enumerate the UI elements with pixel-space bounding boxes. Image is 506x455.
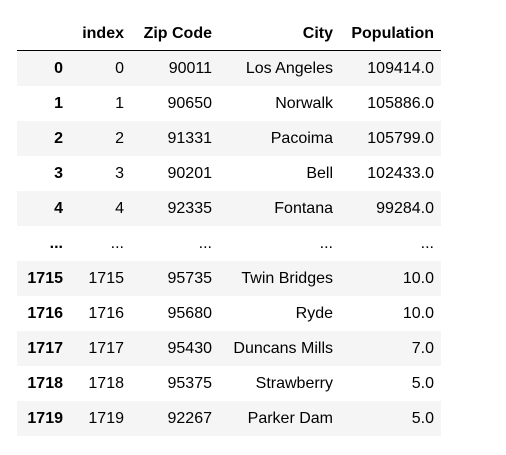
- row-label: 1719: [17, 401, 70, 436]
- dataframe-output: index Zip Code City Population 0 0 90011…: [17, 17, 441, 436]
- header-row-label: [17, 17, 70, 51]
- cell-city: Ryde: [219, 296, 340, 331]
- row-label: 4: [17, 191, 70, 226]
- cell-city: Norwalk: [219, 86, 340, 121]
- cell-population: 99284.0: [340, 191, 441, 226]
- cell-zip-code: 90011: [131, 51, 219, 87]
- cell-index: 4: [70, 191, 131, 226]
- table-row: 1718 1718 95375 Strawberry 5.0: [17, 366, 441, 401]
- cell-index: 1715: [70, 261, 131, 296]
- row-label: 1717: [17, 331, 70, 366]
- row-label: 1718: [17, 366, 70, 401]
- cell-zip-code: 92335: [131, 191, 219, 226]
- header-index: index: [70, 17, 131, 51]
- cell-population: 5.0: [340, 366, 441, 401]
- row-label: 1716: [17, 296, 70, 331]
- cell-index: 1717: [70, 331, 131, 366]
- table-row: 1719 1719 92267 Parker Dam 5.0: [17, 401, 441, 436]
- cell-city: Los Angeles: [219, 51, 340, 87]
- table-row: 0 0 90011 Los Angeles 109414.0: [17, 51, 441, 87]
- row-label: 3: [17, 156, 70, 191]
- cell-city: Pacoima: [219, 121, 340, 156]
- header-zip-code: Zip Code: [131, 17, 219, 51]
- table-row: 2 2 91331 Pacoima 105799.0: [17, 121, 441, 156]
- cell-index: ...: [70, 226, 131, 261]
- cell-index: 0: [70, 51, 131, 87]
- cell-index: 2: [70, 121, 131, 156]
- cell-zip-code: 92267: [131, 401, 219, 436]
- table-header: index Zip Code City Population: [17, 17, 441, 51]
- cell-index: 1716: [70, 296, 131, 331]
- cell-city: Parker Dam: [219, 401, 340, 436]
- cell-zip-code: 95375: [131, 366, 219, 401]
- cell-population: 10.0: [340, 261, 441, 296]
- row-label: 2: [17, 121, 70, 156]
- header-row: index Zip Code City Population: [17, 17, 441, 51]
- cell-population: 109414.0: [340, 51, 441, 87]
- row-label: 1715: [17, 261, 70, 296]
- cell-zip-code: 90201: [131, 156, 219, 191]
- table-row: 1717 1717 95430 Duncans Mills 7.0: [17, 331, 441, 366]
- cell-population: 102433.0: [340, 156, 441, 191]
- cell-zip-code: ...: [131, 226, 219, 261]
- row-label: 1: [17, 86, 70, 121]
- table-row: 1 1 90650 Norwalk 105886.0: [17, 86, 441, 121]
- cell-zip-code: 95430: [131, 331, 219, 366]
- table-row: 3 3 90201 Bell 102433.0: [17, 156, 441, 191]
- cell-zip-code: 90650: [131, 86, 219, 121]
- cell-population: 10.0: [340, 296, 441, 331]
- cell-index: 3: [70, 156, 131, 191]
- row-label: ...: [17, 226, 70, 261]
- cell-city: Duncans Mills: [219, 331, 340, 366]
- cell-index: 1719: [70, 401, 131, 436]
- cell-city: Strawberry: [219, 366, 340, 401]
- cell-index: 1718: [70, 366, 131, 401]
- table-row: 1715 1715 95735 Twin Bridges 10.0: [17, 261, 441, 296]
- cell-city: Bell: [219, 156, 340, 191]
- cell-zip-code: 95680: [131, 296, 219, 331]
- cell-city: ...: [219, 226, 340, 261]
- header-city: City: [219, 17, 340, 51]
- cell-population: 105886.0: [340, 86, 441, 121]
- dataframe-table: index Zip Code City Population 0 0 90011…: [17, 17, 441, 436]
- row-label: 0: [17, 51, 70, 87]
- cell-zip-code: 95735: [131, 261, 219, 296]
- table-row: 4 4 92335 Fontana 99284.0: [17, 191, 441, 226]
- table-row: 1716 1716 95680 Ryde 10.0: [17, 296, 441, 331]
- cell-population: 5.0: [340, 401, 441, 436]
- header-population: Population: [340, 17, 441, 51]
- table-row-ellipsis: ... ... ... ... ...: [17, 226, 441, 261]
- table-body: 0 0 90011 Los Angeles 109414.0 1 1 90650…: [17, 51, 441, 437]
- cell-city: Fontana: [219, 191, 340, 226]
- cell-zip-code: 91331: [131, 121, 219, 156]
- cell-population: 7.0: [340, 331, 441, 366]
- cell-index: 1: [70, 86, 131, 121]
- cell-population: ...: [340, 226, 441, 261]
- cell-city: Twin Bridges: [219, 261, 340, 296]
- cell-population: 105799.0: [340, 121, 441, 156]
